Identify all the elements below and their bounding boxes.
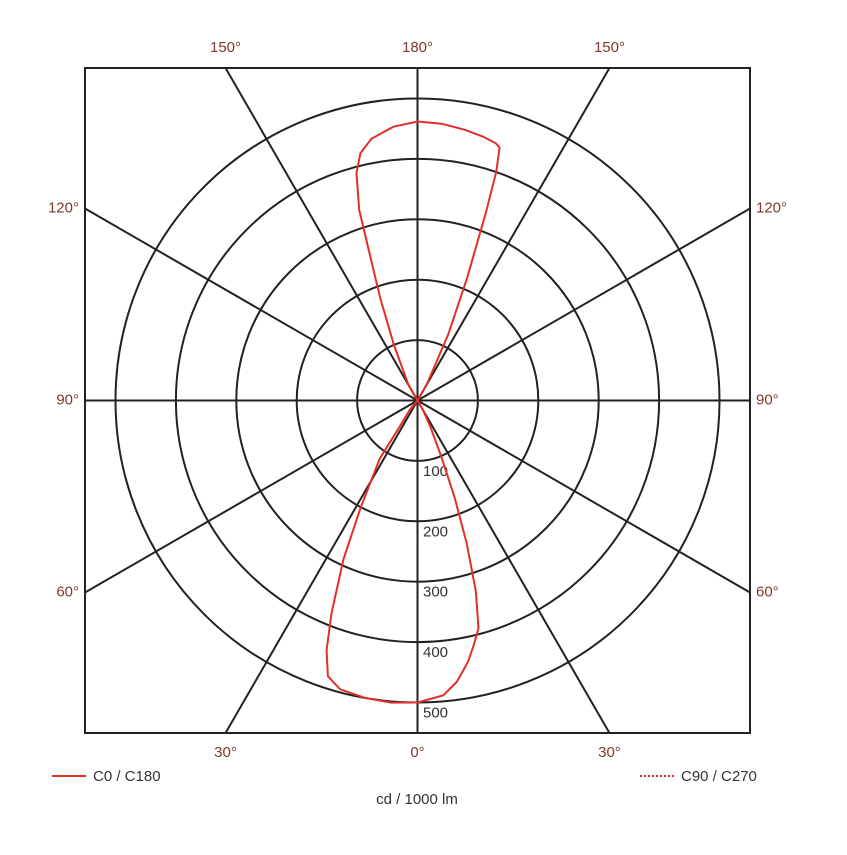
grid-spoke (224, 400, 419, 734)
angle-tick-label: 150° (210, 39, 241, 56)
angle-tick-label: 150° (594, 39, 625, 56)
legend-label: C0 / C180 (93, 768, 161, 785)
grid-spoke (84, 207, 418, 402)
angle-tick-label: 180° (402, 39, 433, 56)
angle-tick-label: 90° (756, 391, 779, 408)
radial-tick-label: 500 (423, 704, 448, 721)
angle-tick-label: 0° (410, 744, 424, 761)
legend-label: C90 / C270 (681, 768, 757, 785)
grid-spoke (84, 399, 419, 594)
grid-spoke (224, 67, 419, 401)
grid-spoke (416, 67, 611, 402)
grid-spoke (416, 399, 751, 594)
radial-tick-label: 100 (423, 463, 448, 480)
angle-tick-label: 60° (756, 583, 779, 600)
angle-tick-label: 120° (756, 199, 787, 216)
angle-tick-label: 90° (56, 391, 79, 408)
angle-tick-label: 30° (598, 744, 621, 761)
radial-tick-label: 300 (423, 584, 448, 601)
radial-tick-label: 200 (423, 523, 448, 540)
radial-axis-label: cd / 1000 lm (376, 791, 458, 808)
angle-tick-label: 30° (214, 744, 237, 761)
grid-spoke (416, 399, 611, 734)
series-curve (325, 120, 501, 704)
angle-tick-label: 60° (56, 583, 79, 600)
grid-spoke (417, 207, 751, 402)
angle-tick-label: 120° (48, 199, 79, 216)
radial-tick-label: 400 (423, 644, 448, 661)
